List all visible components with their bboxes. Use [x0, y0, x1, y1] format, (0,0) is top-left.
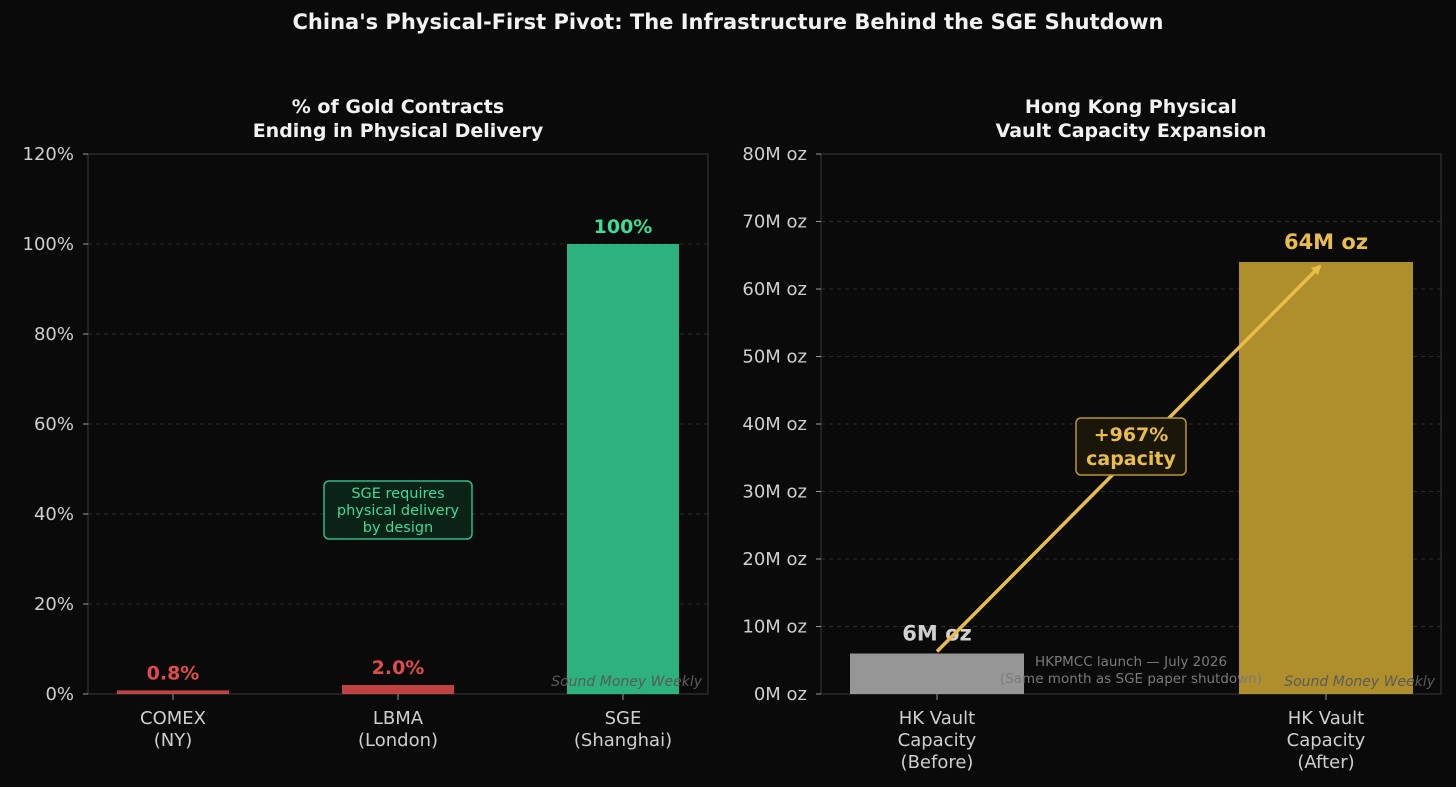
- right-bars: 6M oz 64M oz: [850, 230, 1413, 694]
- right-chart-title-line1: Hong Kong Physical: [1025, 96, 1237, 118]
- left-x-axis: COMEX (NY) LBMA (London) SGE (Shanghai): [140, 694, 672, 751]
- right-y-tick-label: 0M oz: [754, 684, 807, 705]
- right-y-tick-label: 40M oz: [742, 414, 807, 435]
- right-y-tick-label: 20M oz: [742, 549, 807, 570]
- sge-annotation-text: SGE requires physical delivery by design: [337, 486, 460, 536]
- right-bar-value-label: 64M oz: [1284, 230, 1368, 254]
- right-y-tick-label: 80M oz: [742, 144, 807, 165]
- right-chart-title-line2: Vault Capacity Expansion: [996, 120, 1267, 142]
- left-chart-title-line2: Ending in Physical Delivery: [253, 120, 544, 142]
- hkpmcc-note: HKPMCC launch — July 2026 (Same month as …: [1000, 654, 1262, 687]
- chart-physical-delivery: % of Gold Contracts Ending in Physical D…: [23, 96, 709, 751]
- growth-label-box: +967% capacity: [1075, 417, 1187, 476]
- right-y-tick-label: 70M oz: [742, 212, 807, 233]
- figure-title: China's Physical-First Pivot: The Infras…: [292, 10, 1164, 34]
- right-watermark: Sound Money Weekly: [1284, 674, 1435, 690]
- right-x-tick-label: HK Vault Capacity (Before): [898, 708, 977, 773]
- right-y-axis: 0M oz 10M oz 20M oz 30M oz 40M oz 50M oz 60M o…: [742, 144, 821, 705]
- left-y-tick-label: 0%: [45, 684, 74, 705]
- growth-label-text: +967% capacity: [1086, 424, 1176, 470]
- right-bar-value-label: 6M oz: [902, 622, 971, 646]
- left-chart-title-line1: % of Gold Contracts: [292, 96, 504, 118]
- left-y-tick-label: 120%: [23, 144, 74, 165]
- right-y-tick-label: 30M oz: [742, 482, 807, 503]
- right-y-tick-label: 50M oz: [742, 347, 807, 368]
- right-x-axis: HK Vault Capacity (Before) HK Vault Capacity…: [898, 694, 1366, 773]
- left-x-tick-label: COMEX (NY): [140, 708, 206, 751]
- left-x-tick-label: SGE (Shanghai): [574, 708, 672, 751]
- left-y-tick-label: 40%: [34, 504, 74, 525]
- right-x-tick-label: HK Vault Capacity (After): [1287, 708, 1366, 773]
- left-bar: [117, 690, 229, 694]
- left-bar-value-label: 2.0%: [372, 657, 425, 679]
- left-y-tick-label: 60%: [34, 414, 74, 435]
- left-x-tick-label: LBMA (London): [358, 708, 438, 751]
- left-y-tick-label: 80%: [34, 324, 74, 345]
- left-y-tick-label: 20%: [34, 594, 74, 615]
- left-bar-value-label: 100%: [594, 216, 653, 238]
- left-y-tick-label: 100%: [23, 234, 74, 255]
- right-y-tick-label: 60M oz: [742, 279, 807, 300]
- right-bar: [1239, 262, 1413, 694]
- left-bar: [567, 244, 679, 694]
- chart-vault-capacity: Hong Kong Physical Vault Capacity Expans…: [742, 96, 1442, 773]
- left-bar: [342, 685, 454, 694]
- right-bar: [850, 653, 1024, 694]
- left-bar-value-label: 0.8%: [147, 662, 200, 684]
- sge-annotation-box: SGE requires physical delivery by design: [323, 480, 473, 540]
- right-y-tick-label: 10M oz: [742, 617, 807, 638]
- left-watermark: Sound Money Weekly: [551, 674, 702, 690]
- left-bars: 0.8% 2.0% 100%: [117, 216, 679, 694]
- left-y-axis: 0% 20% 40% 60% 80% 100% 120%: [23, 144, 88, 705]
